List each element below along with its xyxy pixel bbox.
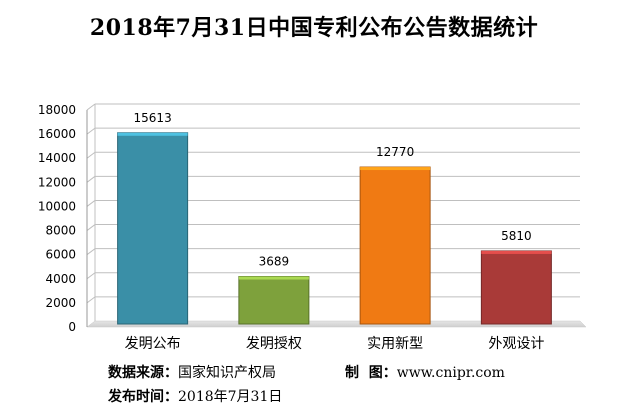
y-tick-label: 12000 <box>38 175 76 189</box>
grid-line-side <box>87 249 95 255</box>
bar: 3689 <box>239 255 309 324</box>
grid-line-side <box>87 128 95 134</box>
x-tick-label: 实用新型 <box>367 336 423 352</box>
bar-body <box>118 133 188 324</box>
x-tick-label: 发明公布 <box>125 336 181 352</box>
source-label: 数据来源： <box>108 365 178 381</box>
bar-body <box>239 277 309 324</box>
grid-line-side <box>87 273 95 279</box>
x-tick-labels: 发明公布 发明授权 实用新型 外观设计 <box>125 336 545 352</box>
date-line: 发布时间：2018年7月31日 <box>108 386 282 406</box>
bar-body <box>481 251 551 324</box>
source-line: 数据来源：国家知识产权局 <box>108 362 276 382</box>
grid-line-side <box>87 104 95 110</box>
maker-line: 制 图：www.cnipr.com <box>345 362 505 382</box>
grid-line-side <box>87 152 95 158</box>
y-tick-label: 10000 <box>38 199 76 213</box>
date-value: 2018年7月31日 <box>178 389 282 405</box>
y-tick-label: 8000 <box>45 224 76 238</box>
maker-label: 制 图： <box>345 365 397 381</box>
y-tick-label: 14000 <box>38 151 76 165</box>
bar-body <box>360 167 430 324</box>
bar-value-label: 12770 <box>376 145 414 159</box>
bar-top-highlight <box>118 133 188 136</box>
y-tick-label: 4000 <box>45 272 76 286</box>
y-tick-label: 18000 <box>38 103 76 117</box>
bar-value-label: 5810 <box>501 229 532 243</box>
bar: 15613 <box>118 111 188 324</box>
y-tick-labels: 0 2000 4000 6000 8000 10000 12000 14000 16000 180… <box>38 103 76 334</box>
bar-top-highlight <box>360 167 430 170</box>
y-tick-label: 0 <box>68 320 76 334</box>
x-tick-label: 外观设计 <box>488 336 544 352</box>
y-tick-label: 2000 <box>45 296 76 310</box>
bars: 15613 3689 12770 5810 <box>118 111 552 324</box>
grid-line-side <box>87 225 95 231</box>
bar-top-highlight <box>481 251 551 254</box>
source-value: 国家知识产权局 <box>178 365 276 381</box>
grid-line-side <box>87 176 95 182</box>
grid-line-side <box>87 297 95 303</box>
bar-top-highlight <box>239 277 309 280</box>
bar: 5810 <box>481 229 551 324</box>
x-tick-label: 发明授权 <box>246 336 302 352</box>
maker-value: www.cnipr.com <box>397 365 505 381</box>
bar-value-label: 3689 <box>259 255 290 269</box>
bar: 12770 <box>360 145 430 324</box>
y-tick-label: 16000 <box>38 127 76 141</box>
date-label: 发布时间： <box>108 389 178 405</box>
bar-value-label: 15613 <box>134 111 172 125</box>
y-tick-label: 6000 <box>45 248 76 262</box>
grid-line-side <box>87 200 95 206</box>
